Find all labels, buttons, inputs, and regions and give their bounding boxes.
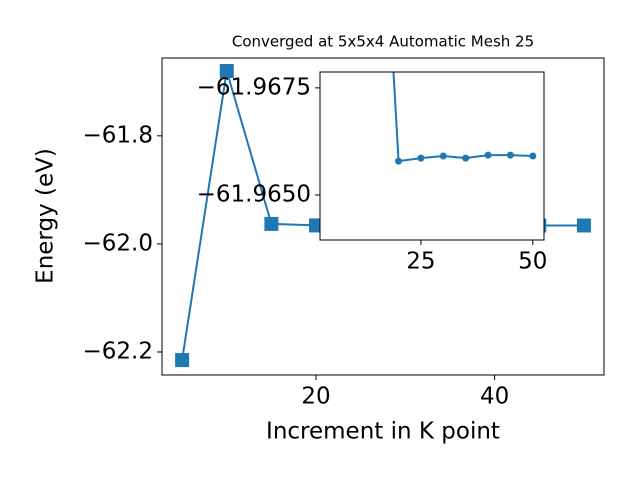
marker: [395, 157, 403, 165]
chart-title: Converged at 5x5x4 Automatic Mesh 25: [232, 33, 534, 51]
marker: [529, 152, 537, 160]
x-tick-label: 40: [480, 384, 509, 410]
marker: [462, 154, 470, 162]
y-tick-label: −61.9675: [197, 74, 311, 100]
series-line: [392, 72, 533, 163]
x-tick-label: 50: [518, 249, 547, 275]
plot-clip: [392, 72, 537, 165]
y-tick-label: −62.2: [83, 338, 153, 364]
marker: [484, 151, 492, 159]
y-tick-label: −61.9650: [197, 182, 311, 208]
x-axis-label: Increment in K point: [266, 419, 500, 445]
marker: [175, 353, 190, 368]
marker: [576, 218, 591, 233]
x-tick-label: 25: [406, 249, 435, 275]
axes-frame: [161, 57, 605, 376]
x-tick-label: 20: [301, 384, 330, 410]
y-tick-label: −61.8: [83, 122, 153, 148]
axes-frame: [319, 71, 545, 241]
marker: [506, 151, 514, 159]
y-tick-label: −62.0: [83, 230, 153, 256]
y-axis-label: Energy (eV): [33, 148, 59, 284]
inset-axes: 25 50 −61.9650 −61.9675: [197, 71, 547, 275]
marker: [417, 154, 425, 162]
marker: [439, 152, 447, 160]
marker: [264, 216, 279, 231]
marker: [219, 63, 234, 78]
